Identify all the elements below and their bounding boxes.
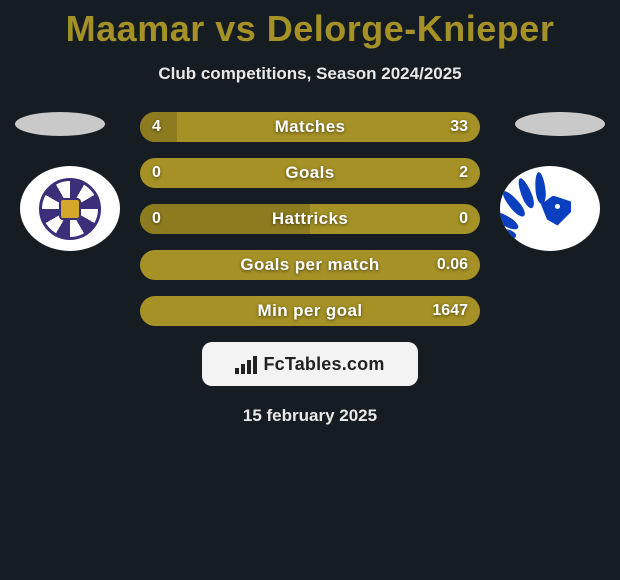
branding-badge[interactable]: FcTables.com <box>202 342 418 386</box>
stat-row: Min per goal 1647 <box>140 296 480 326</box>
snapshot-date: 15 february 2025 <box>0 406 620 426</box>
stat-label: Hattricks <box>140 204 480 234</box>
stat-row: 0 Hattricks 0 <box>140 204 480 234</box>
stat-label: Matches <box>140 112 480 142</box>
player-right-photo-placeholder <box>515 112 605 136</box>
club-crest-right <box>500 166 600 251</box>
stat-row: 4 Matches 33 <box>140 112 480 142</box>
subtitle: Club competitions, Season 2024/2025 <box>0 64 620 84</box>
stat-value-right: 33 <box>450 112 468 142</box>
comparison-panel: 4 Matches 33 0 Goals 2 0 Hattricks 0 Goa… <box>0 112 620 426</box>
stat-row: Goals per match 0.06 <box>140 250 480 280</box>
branding-text: FcTables.com <box>263 354 384 375</box>
anderlecht-crest-icon <box>39 178 101 240</box>
stat-value-right: 0 <box>459 204 468 234</box>
bar-chart-icon <box>235 354 257 374</box>
stat-value-right: 1647 <box>432 296 468 326</box>
stat-value-right: 2 <box>459 158 468 188</box>
stat-label: Min per goal <box>140 296 480 326</box>
page-title: Maamar vs Delorge-Knieper <box>0 0 620 50</box>
gent-indian-head-icon <box>515 174 585 244</box>
stat-row: 0 Goals 2 <box>140 158 480 188</box>
club-crest-left <box>20 166 120 251</box>
stat-label: Goals per match <box>140 250 480 280</box>
stat-value-right: 0.06 <box>437 250 468 280</box>
player-left-photo-placeholder <box>15 112 105 136</box>
stats-list: 4 Matches 33 0 Goals 2 0 Hattricks 0 Goa… <box>140 112 480 326</box>
stat-label: Goals <box>140 158 480 188</box>
